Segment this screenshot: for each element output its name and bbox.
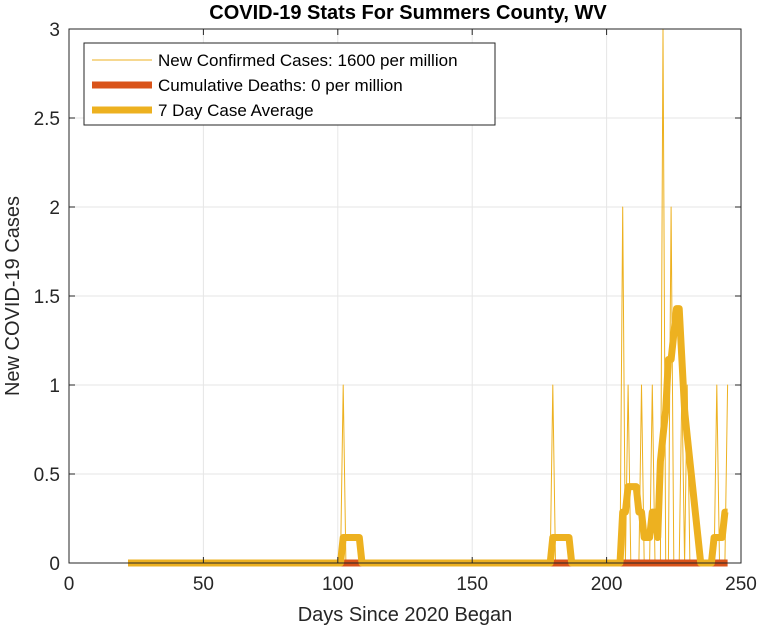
legend: New Confirmed Cases: 1600 per million Cu…	[83, 42, 496, 126]
y-tick-label: 2	[49, 198, 60, 219]
x-tick-label: 100	[322, 574, 354, 595]
legend-box	[83, 42, 496, 126]
y-tick-label: 2.5	[34, 109, 60, 130]
y-tick-label: 1	[49, 376, 60, 397]
x-tick-label: 200	[591, 574, 623, 595]
legend-label-deaths: Cumulative Deaths: 0 per million	[158, 76, 403, 95]
x-tick-label: 250	[725, 574, 757, 595]
y-axis-label: New COVID-19 Cases	[2, 196, 24, 396]
y-tick-label: 0.5	[34, 465, 60, 486]
x-tick-label: 50	[193, 574, 214, 595]
ticks: 0 50 100 150 200 250 0 0.5 1 1.5 2 2.5 3	[34, 20, 757, 595]
y-tick-label: 0	[49, 554, 60, 575]
x-tick-label: 0	[64, 574, 75, 595]
x-tick-label: 150	[456, 574, 488, 595]
legend-label-new-cases: New Confirmed Cases: 1600 per million	[158, 51, 458, 70]
legend-label-avg: 7 Day Case Average	[158, 101, 314, 120]
y-tick-label: 1.5	[34, 287, 60, 308]
chart-title: COVID-19 Stats For Summers County, WV	[209, 2, 607, 24]
x-axis-label: Days Since 2020 Began	[298, 604, 513, 626]
y-tick-label: 3	[49, 20, 60, 41]
